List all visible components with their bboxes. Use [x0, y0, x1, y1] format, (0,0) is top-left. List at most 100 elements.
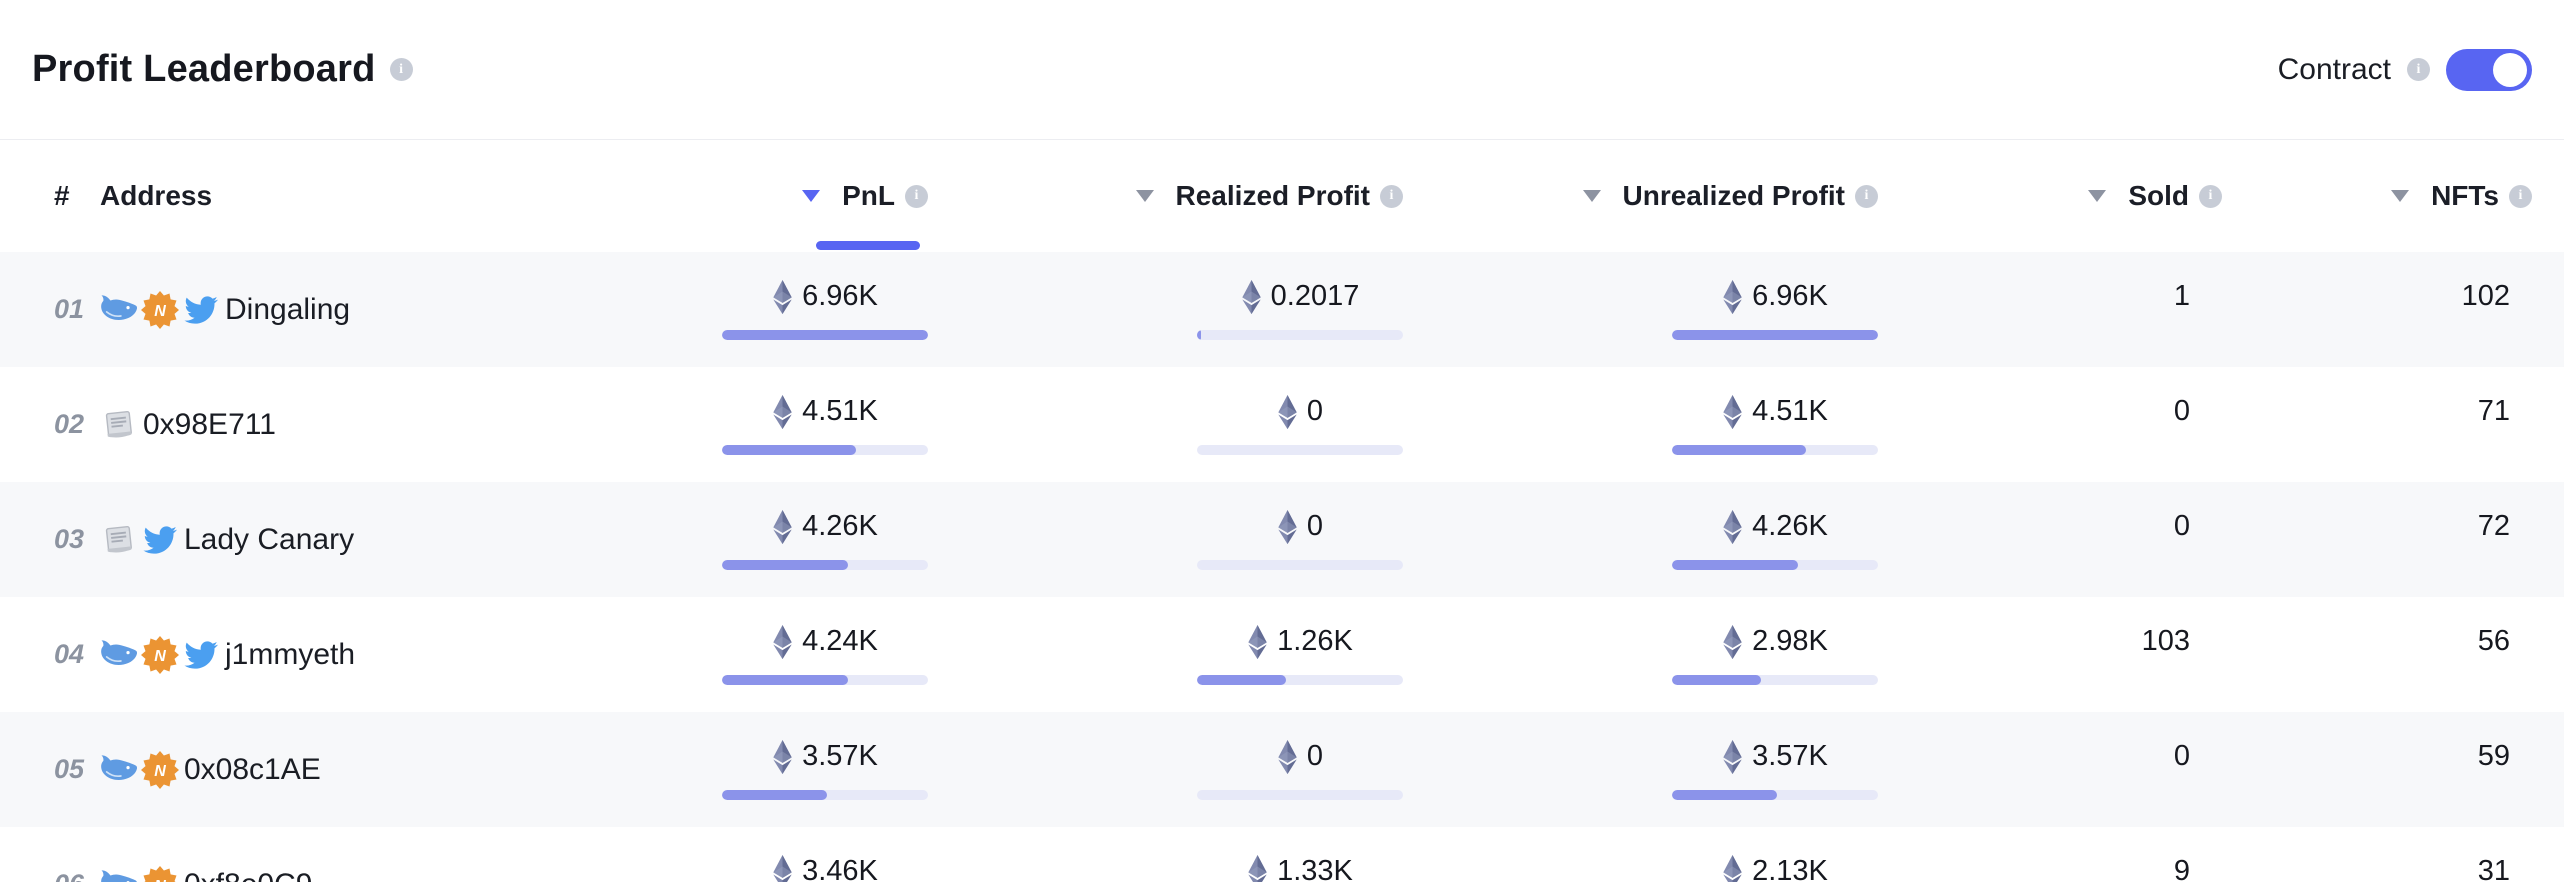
pnl-value: 3.57K — [802, 740, 878, 772]
address-name[interactable]: Dingaling — [225, 292, 351, 326]
eth-icon — [772, 510, 793, 545]
unrealized-progress-fill — [1672, 675, 1761, 685]
pnl-value: 6.96K — [802, 280, 878, 312]
unrealized-value: 4.51K — [1752, 395, 1828, 427]
contract-toggle-label: Contract — [2277, 52, 2391, 86]
column-header-realized[interactable]: Realized Profit i — [960, 140, 1435, 252]
table-row[interactable]: 02 0x98E711 4.51K 0 4.51K 0 71 — [0, 367, 2564, 482]
sold-cell: 103 — [1910, 597, 2250, 712]
unrealized-progress-fill — [1672, 790, 1778, 800]
sort-caret-icon[interactable] — [2391, 190, 2410, 202]
eth-icon — [1277, 510, 1298, 545]
pnl-value: 3.46K — [802, 855, 878, 882]
rank-value: 05 — [54, 754, 85, 784]
pnl-progress-fill — [722, 790, 828, 800]
eth-icon — [1722, 395, 1743, 430]
eth-icon — [772, 740, 793, 775]
column-header-sold[interactable]: Sold i — [1910, 140, 2250, 252]
column-label[interactable]: NFTs — [2431, 180, 2499, 211]
nfts-value: 31 — [2477, 855, 2510, 882]
column-info-icon[interactable]: i — [2199, 184, 2222, 208]
address-name[interactable]: Lady Canary — [184, 522, 355, 556]
title-info-icon[interactable]: i — [389, 58, 413, 81]
pnl-progress-fill — [722, 560, 848, 570]
sort-caret-icon[interactable] — [1135, 190, 1154, 202]
rank-column-header: # — [54, 180, 70, 211]
column-label[interactable]: Realized Profit — [1175, 180, 1370, 211]
table-row[interactable]: 05 N 0x08c1AE 3.57K 0 3.57K 0 59 — [0, 712, 2564, 827]
eth-icon — [1241, 280, 1262, 315]
realized-progress-track — [1197, 330, 1403, 340]
table-row[interactable]: 03 Lady Canary 4.26K 0 4.26K 0 72 — [0, 482, 2564, 597]
column-label[interactable]: Sold — [2128, 180, 2189, 211]
pnl-value: 4.24K — [802, 625, 878, 657]
column-info-icon[interactable]: i — [2509, 184, 2532, 208]
table-row[interactable]: 01 N Dingaling 6.96K 0.2017 6.96K 1 102 — [0, 252, 2564, 367]
realized-cell: 0 — [960, 482, 1435, 597]
eth-icon — [1247, 625, 1268, 660]
column-label[interactable]: Unrealized Profit — [1622, 180, 1845, 211]
column-header-unrealized[interactable]: Unrealized Profit i — [1435, 140, 1910, 252]
column-header-pnl[interactable]: PnL i — [690, 140, 960, 252]
unrealized-progress-fill — [1672, 330, 1878, 340]
pnl-cell: 4.51K — [690, 367, 960, 482]
unrealized-cell: 6.96K — [1435, 252, 1910, 367]
pnl-progress-fill — [722, 330, 928, 340]
pnl-progress-track — [722, 560, 928, 570]
rank-value: 03 — [54, 524, 85, 554]
sort-caret-icon[interactable] — [802, 190, 821, 202]
table-body: 01 N Dingaling 6.96K 0.2017 6.96K 1 102 02 0x98E7… — [0, 252, 2564, 882]
eth-icon — [1722, 855, 1743, 882]
address-name[interactable]: 0x08c1AE — [184, 752, 321, 786]
address-name[interactable]: j1mmyeth — [225, 637, 356, 671]
column-info-icon[interactable]: i — [1380, 184, 1403, 208]
whale-icon — [100, 291, 138, 329]
contract-toggle[interactable] — [2446, 48, 2532, 91]
unrealized-cell: 2.13K — [1435, 827, 1910, 882]
column-info-icon[interactable]: i — [905, 184, 928, 208]
sold-cell: 0 — [1910, 482, 2250, 597]
address-cell[interactable]: N 0xf8e0C9 — [100, 827, 690, 882]
unrealized-value: 4.26K — [1752, 510, 1828, 542]
nfts-value: 71 — [2477, 395, 2510, 427]
realized-progress-track — [1197, 675, 1403, 685]
eth-icon — [772, 625, 793, 660]
nfts-cell: 72 — [2250, 482, 2534, 597]
address-cell[interactable]: Lady Canary — [100, 482, 690, 597]
address-cell[interactable]: N Dingaling — [100, 252, 690, 367]
verified-icon: N — [141, 635, 179, 674]
address-cell[interactable]: 0x98E711 — [100, 367, 690, 482]
sold-value: 103 — [2141, 625, 2190, 657]
unrealized-value: 2.98K — [1752, 625, 1828, 657]
nfts-cell: 31 — [2250, 827, 2534, 882]
address-name[interactable]: 0xf8e0C9 — [184, 868, 312, 882]
document-icon — [100, 406, 138, 444]
page-title: Profit Leaderboard — [32, 48, 376, 90]
column-info-icon[interactable]: i — [1855, 184, 1878, 208]
eth-icon — [1277, 395, 1298, 430]
pnl-progress-track — [722, 330, 928, 340]
sort-caret-icon[interactable] — [2088, 190, 2107, 202]
column-header-nfts[interactable]: NFTs i — [2250, 140, 2534, 252]
column-label[interactable]: PnL — [842, 180, 895, 211]
address-cell[interactable]: N 0x08c1AE — [100, 712, 690, 827]
sort-caret-icon[interactable] — [1582, 190, 1601, 202]
twitter-icon — [182, 291, 220, 329]
sold-value: 0 — [2173, 740, 2190, 772]
nfts-value: 56 — [2477, 625, 2510, 657]
nfts-value: 102 — [2461, 280, 2510, 312]
sold-value: 1 — [2173, 280, 2190, 312]
eth-icon — [772, 280, 793, 315]
twitter-icon — [141, 521, 179, 559]
rank-value: 06 — [30, 827, 100, 882]
realized-cell: 0 — [960, 367, 1435, 482]
eth-icon — [1277, 740, 1298, 775]
contract-info-icon[interactable]: i — [2407, 58, 2430, 81]
table-row[interactable]: 06 N 0xf8e0C9 3.46K 1.33K 2.13K 9 31 — [0, 827, 2564, 882]
unrealized-cell: 3.57K — [1435, 712, 1910, 827]
address-name[interactable]: 0x98E711 — [143, 407, 276, 441]
pnl-progress-fill — [722, 445, 856, 455]
